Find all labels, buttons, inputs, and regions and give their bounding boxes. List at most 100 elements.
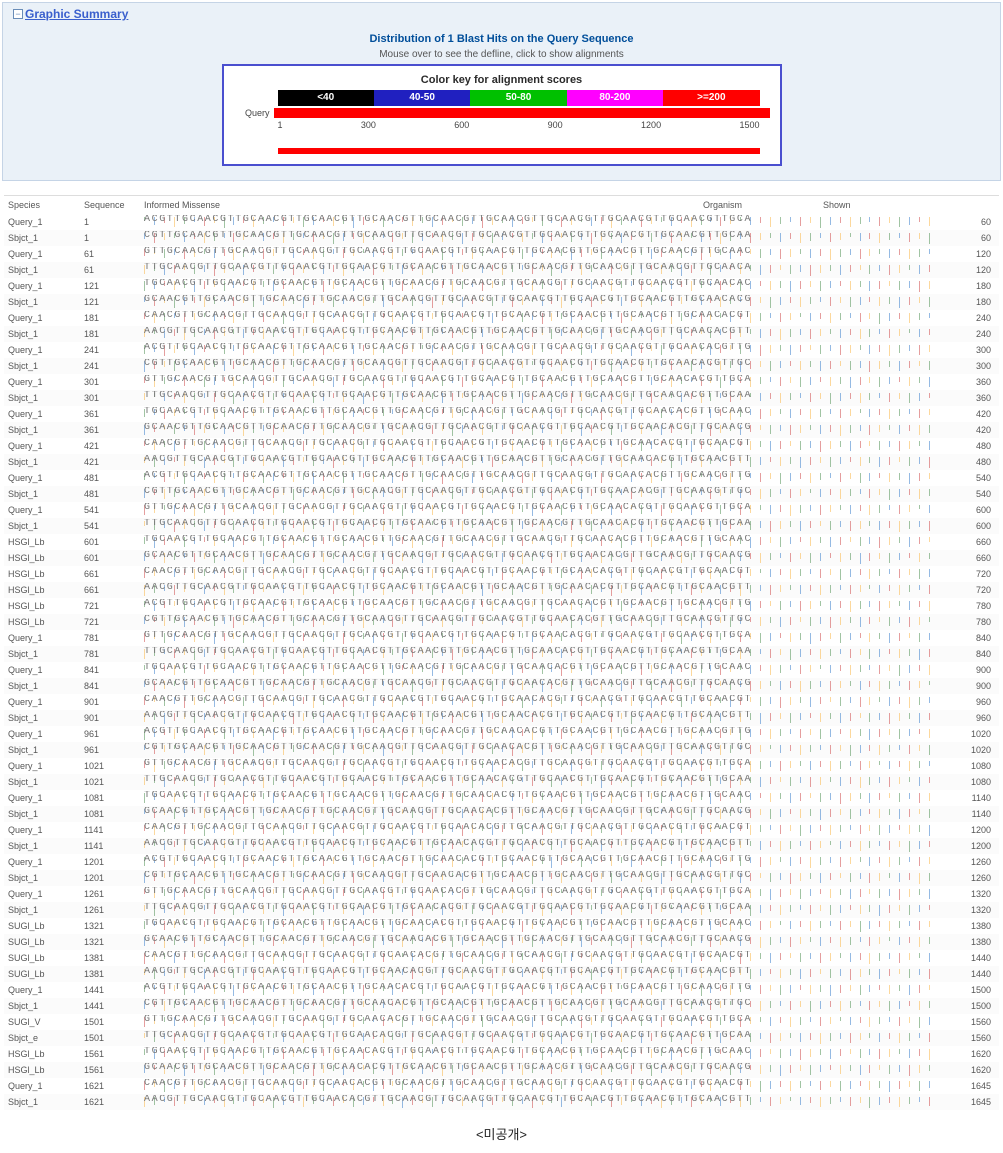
row-start: 601 xyxy=(84,553,144,563)
row-end: 1500 xyxy=(939,985,999,995)
distribution-title: Distribution of 1 Blast Hits on the Quer… xyxy=(13,33,990,45)
sequence-cell[interactable]: GCAACGTTGCAACGTTGCAACGTTGCAACGTTGCAACGTT… xyxy=(144,295,939,309)
sequence-cell[interactable]: TGCAACGTTGCAACGTTGCAACGTTGCAACGTTGCAACGT… xyxy=(144,663,939,677)
sequence-cell[interactable]: GCAACGTTGCAACGTTGCAACGTTGCAACGTTGCAACGTT… xyxy=(144,807,939,821)
sequence-cell[interactable]: CGTTGCAACGTTGCAACGTTGCAACGTTGCAACGTTGCAA… xyxy=(144,743,939,757)
sequence-cell[interactable]: GCAACGTTGCAACGTTGCAACGTTGCAACACGTTGCAACG… xyxy=(144,1063,939,1077)
alignment-row: Query_1841TGCAACGTTGCAACGTTGCAACGTTGCAAC… xyxy=(4,662,999,678)
sequence-cell[interactable]: CGTTGCAACGTTGCAACGTTGCAACGTTGCAACGTTGCAA… xyxy=(144,487,939,501)
sequence-cell[interactable]: TTGCAACGTTGCAACGTTGCAACGTTGCAACACGTTGCAA… xyxy=(144,1031,939,1045)
row-start: 1 xyxy=(84,233,144,243)
sequence-cell[interactable]: CGTTGCAACGTTGCAACGTTGCAACGTTGCAACACGTTGC… xyxy=(144,999,939,1013)
sequence-cell[interactable]: CGTTGCAACGTTGCAACGTTGCAACGTTGCAACGTTGCAA… xyxy=(144,231,939,245)
sequence-cell[interactable]: AACGTTGCAACGTTGCAACGTTGCAACGTTGCAACGTTGC… xyxy=(144,327,939,341)
row-end: 360 xyxy=(939,377,999,387)
row-start: 121 xyxy=(84,281,144,291)
row-start: 181 xyxy=(84,313,144,323)
sequence-cell[interactable]: GCAACGTTGCAACGTTGCAACGTTGCAACGTTGCAACGTT… xyxy=(144,679,939,693)
sequence-cell[interactable]: TTGCAACGTTGCAACGTTGCAACGTTGCAACGTTGCAACG… xyxy=(144,263,939,277)
sequence-cell[interactable]: CAACGTTGCAACGTTGCAACGTTGCAACGTTGCAACGTTG… xyxy=(144,439,939,453)
sequence-cell[interactable]: CGTTGCAACGTTGCAACGTTGCAACGTTGCAACGTTGCAA… xyxy=(144,615,939,629)
sequence-cell[interactable]: CAACGTTGCAACGTTGCAACGTTGCAACGTTGCAACACGT… xyxy=(144,951,939,965)
sequence-cell[interactable]: GTTGCAACGTTGCAACGTTGCAACGTTGCAACACGTTGCA… xyxy=(144,1015,939,1029)
sequence-cell[interactable]: GTTGCAACGTTGCAACGTTGCAACGTTGCAACGTTGCAAC… xyxy=(144,887,939,901)
sequence-cell[interactable]: CAACGTTGCAACGTTGCAACGTTGCAACACGTTGCAACGT… xyxy=(144,1079,939,1093)
row-name: Query_1 xyxy=(4,249,84,259)
alignment-row: Query_11621CAACGTTGCAACGTTGCAACGTTGCAACA… xyxy=(4,1078,999,1094)
row-name: HSGl_Lb xyxy=(4,553,84,563)
row-name: Sbjct_1 xyxy=(4,521,84,531)
row-end: 60 xyxy=(939,217,999,227)
blast-hit-bar[interactable] xyxy=(278,148,760,154)
header-species: Species xyxy=(4,200,84,210)
row-end: 1620 xyxy=(939,1049,999,1059)
alignment-row: Query_11141CAACGTTGCAACGTTGCAACGTTGCAACG… xyxy=(4,822,999,838)
sequence-cell[interactable]: ACGTTGCAACGTTGCAACGTTGCAACGTTGCAACGTTGCA… xyxy=(144,599,939,613)
sequence-cell[interactable]: AACGTTGCAACGTTGCAACGTTGCAACACGTTGCAACGTT… xyxy=(144,1095,939,1109)
row-end: 780 xyxy=(939,601,999,611)
sequence-cell[interactable]: ACGTTGCAACGTTGCAACGTTGCAACGTTGCAACACGTTG… xyxy=(144,983,939,997)
score-bin: 40-50 xyxy=(374,90,470,106)
sequence-cell[interactable]: AACGTTGCAACGTTGCAACGTTGCAACGTTGCAACGTTGC… xyxy=(144,711,939,725)
alignment-row: Sbjct_11621AACGTTGCAACGTTGCAACGTTGCAACAC… xyxy=(4,1094,999,1110)
collapse-icon[interactable]: − xyxy=(13,9,23,19)
sequence-cell[interactable]: GCAACGTTGCAACGTTGCAACGTTGCAACGTTGCAACGTT… xyxy=(144,551,939,565)
row-start: 661 xyxy=(84,585,144,595)
sequence-cell[interactable]: AACGTTGCAACGTTGCAACGTTGCAACGTTGCAACGTTGC… xyxy=(144,583,939,597)
axis-tick: 1500 xyxy=(739,120,759,130)
row-start: 361 xyxy=(84,425,144,435)
sequence-cell[interactable]: AACGTTGCAACGTTGCAACGTTGCAACGTTGCAACGTTGC… xyxy=(144,455,939,469)
sequence-cell[interactable]: TGCAACGTTGCAACGTTGCAACGTTGCAACACGTTGCAAC… xyxy=(144,1047,939,1061)
sequence-cell[interactable]: GTTGCAACGTTGCAACGTTGCAACGTTGCAACGTTGCAAC… xyxy=(144,375,939,389)
sequence-cell[interactable]: TTGCAACGTTGCAACGTTGCAACGTTGCAACGTTGCAACG… xyxy=(144,391,939,405)
alignment-row: Sbjct_11201CGTTGCAACGTTGCAACGTTGCAACGTTG… xyxy=(4,870,999,886)
sequence-cell[interactable]: AACGTTGCAACGTTGCAACGTTGCAACGTTGCAACGTTGC… xyxy=(144,839,939,853)
sequence-cell[interactable]: TGCAACGTTGCAACGTTGCAACGTTGCAACGTTGCAACGT… xyxy=(144,791,939,805)
sequence-cell[interactable]: ACGTTGCAACGTTGCAACGTTGCAACGTTGCAACGTTGCA… xyxy=(144,471,939,485)
sequence-cell[interactable]: TGCAACGTTGCAACGTTGCAACGTTGCAACGTTGCAACAC… xyxy=(144,919,939,933)
row-start: 541 xyxy=(84,505,144,515)
sequence-cell[interactable]: ACGTTGCAACGTTGCAACGTTGCAACGTTGCAACGTTGCA… xyxy=(144,727,939,741)
distribution-hint: Mouse over to see the defline, click to … xyxy=(13,49,990,60)
sequence-cell[interactable]: CAACGTTGCAACGTTGCAACGTTGCAACGTTGCAACGTTG… xyxy=(144,567,939,581)
sequence-cell[interactable]: ACGTTGCAACGTTGCAACGTTGCAACGTTGCAACGTTGCA… xyxy=(144,855,939,869)
sequence-cell[interactable]: CGTTGCAACGTTGCAACGTTGCAACGTTGCAACGTTGCAA… xyxy=(144,871,939,885)
row-end: 180 xyxy=(939,281,999,291)
row-start: 241 xyxy=(84,361,144,371)
row-end: 660 xyxy=(939,553,999,563)
row-name: Query_1 xyxy=(4,281,84,291)
sequence-cell[interactable]: GTTGCAACGTTGCAACGTTGCAACGTTGCAACGTTGCAAC… xyxy=(144,759,939,773)
sequence-cell[interactable]: CAACGTTGCAACGTTGCAACGTTGCAACGTTGCAACGTTG… xyxy=(144,695,939,709)
sequence-cell[interactable]: TTGCAACGTTGCAACGTTGCAACGTTGCAACGTTGCAACG… xyxy=(144,647,939,661)
axis-tick: 1200 xyxy=(641,120,661,130)
row-end: 1500 xyxy=(939,1001,999,1011)
alignment-row: Query_11261GTTGCAACGTTGCAACGTTGCAACGTTGC… xyxy=(4,886,999,902)
query-bar[interactable] xyxy=(274,108,770,118)
sequence-cell[interactable]: CAACGTTGCAACGTTGCAACGTTGCAACGTTGCAACGTTG… xyxy=(144,823,939,837)
sequence-cell[interactable]: TTGCAACGTTGCAACGTTGCAACGTTGCAACGTTGCAACG… xyxy=(144,775,939,789)
row-name: Sbjct_1 xyxy=(4,489,84,499)
sequence-cell[interactable]: CAACGTTGCAACGTTGCAACGTTGCAACGTTGCAACGTTG… xyxy=(144,311,939,325)
sequence-cell[interactable]: GTTGCAACGTTGCAACGTTGCAACGTTGCAACGTTGCAAC… xyxy=(144,631,939,645)
alignment-row: Sbjct_11141AACGTTGCAACGTTGCAACGTTGCAACGT… xyxy=(4,838,999,854)
sequence-cell[interactable]: TTGCAACGTTGCAACGTTGCAACGTTGCAACGTTGCAACG… xyxy=(144,519,939,533)
sequence-cell[interactable]: AACGTTGCAACGTTGCAACGTTGCAACGTTGCAACACGTT… xyxy=(144,967,939,981)
row-start: 1381 xyxy=(84,969,144,979)
row-end: 1560 xyxy=(939,1033,999,1043)
row-end: 300 xyxy=(939,361,999,371)
row-start: 1501 xyxy=(84,1033,144,1043)
sequence-cell[interactable]: GCAACGTTGCAACGTTGCAACGTTGCAACGTTGCAACGTT… xyxy=(144,423,939,437)
sequence-cell[interactable]: GTTGCAACGTTGCAACGTTGCAACGTTGCAACGTTGCAAC… xyxy=(144,247,939,261)
sequence-cell[interactable]: GCAACGTTGCAACGTTGCAACGTTGCAACGTTGCAACACG… xyxy=(144,935,939,949)
sequence-cell[interactable]: TGCAACGTTGCAACGTTGCAACGTTGCAACGTTGCAACGT… xyxy=(144,407,939,421)
sequence-cell[interactable]: TGCAACGTTGCAACGTTGCAACGTTGCAACGTTGCAACGT… xyxy=(144,535,939,549)
sequence-cell[interactable]: GTTGCAACGTTGCAACGTTGCAACGTTGCAACGTTGCAAC… xyxy=(144,503,939,517)
sequence-cell[interactable]: ACGTTGCAACGTTGCAACGTTGCAACGTTGCAACGTTGCA… xyxy=(144,343,939,357)
sequence-cell[interactable]: TTGCAACGTTGCAACGTTGCAACGTTGCAACGTTGCAACA… xyxy=(144,903,939,917)
alignment-row: Sbjct_161TTGCAACGTTGCAACGTTGCAACGTTGCAAC… xyxy=(4,262,999,278)
sequence-cell[interactable]: CGTTGCAACGTTGCAACGTTGCAACGTTGCAACGTTGCAA… xyxy=(144,359,939,373)
graphic-summary-link[interactable]: Graphic Summary xyxy=(25,7,128,21)
row-end: 1645 xyxy=(939,1097,999,1107)
sequence-cell[interactable]: TGCAACGTTGCAACGTTGCAACGTTGCAACGTTGCAACGT… xyxy=(144,279,939,293)
sequence-cell[interactable]: ACGTTGCAACGTTGCAACGTTGCAACGTTGCAACGTTGCA… xyxy=(144,215,939,229)
